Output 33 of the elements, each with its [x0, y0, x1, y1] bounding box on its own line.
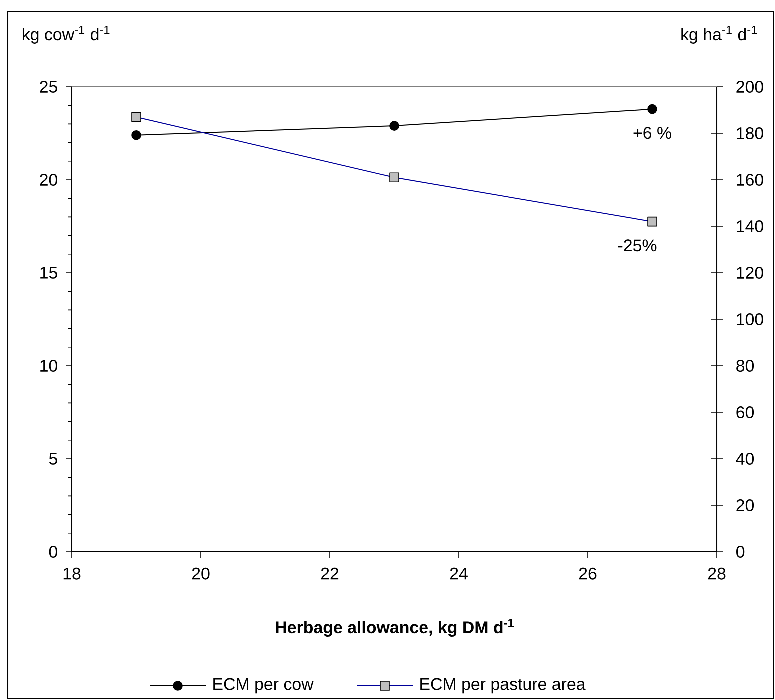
x-axis-title: Herbage allowance, kg DM d$^{-1}$ — [276, 618, 514, 637]
y2-tick-label: 0 — [736, 546, 745, 558]
y2-tick-label: 180 — [737, 127, 764, 140]
y-tick-label: 15 — [40, 267, 58, 279]
y-tick-label: 25 — [40, 80, 58, 93]
y2-tick-label: 60 — [736, 406, 754, 418]
x-tick-label: 28 — [708, 568, 726, 580]
y-axis-title: kg cow$^{-1}$ d$^{-1}$ — [22, 26, 110, 44]
annotation: -25% — [618, 240, 657, 252]
y-tick-label: 5 — [49, 453, 58, 465]
x-tick-label: 20 — [192, 568, 210, 580]
y2-tick-label: 200 — [736, 80, 764, 93]
y-tick-label: 0 — [49, 546, 58, 558]
y2-axis-title: kg ha$^{-1}$ d$^{-1}$ — [682, 26, 758, 44]
y2-tick-label: 120 — [737, 266, 764, 279]
y-tick-label: 20 — [40, 174, 58, 186]
x-tick-label: 18 — [64, 568, 81, 580]
point — [390, 121, 400, 131]
y2-tick-label: 80 — [736, 360, 754, 372]
x-tick-label: 26 — [579, 568, 597, 580]
annotation: +6 % — [634, 127, 672, 140]
y2-tick-label: 40 — [736, 452, 754, 465]
legend-label: ECM per cow — [214, 678, 314, 694]
legend-label: ECM per pasture area — [420, 678, 586, 694]
y-tick-label: 10 — [40, 360, 58, 372]
x-tick-label: 22 — [321, 568, 339, 580]
x-tick-label: 24 — [450, 568, 468, 580]
y2-tick-label: 140 — [737, 220, 764, 232]
y2-tick-label: 20 — [736, 499, 754, 512]
point — [648, 104, 658, 114]
y2-tick-label: 160 — [737, 174, 764, 186]
y2-tick-label: 100 — [737, 313, 764, 326]
point — [132, 130, 142, 140]
